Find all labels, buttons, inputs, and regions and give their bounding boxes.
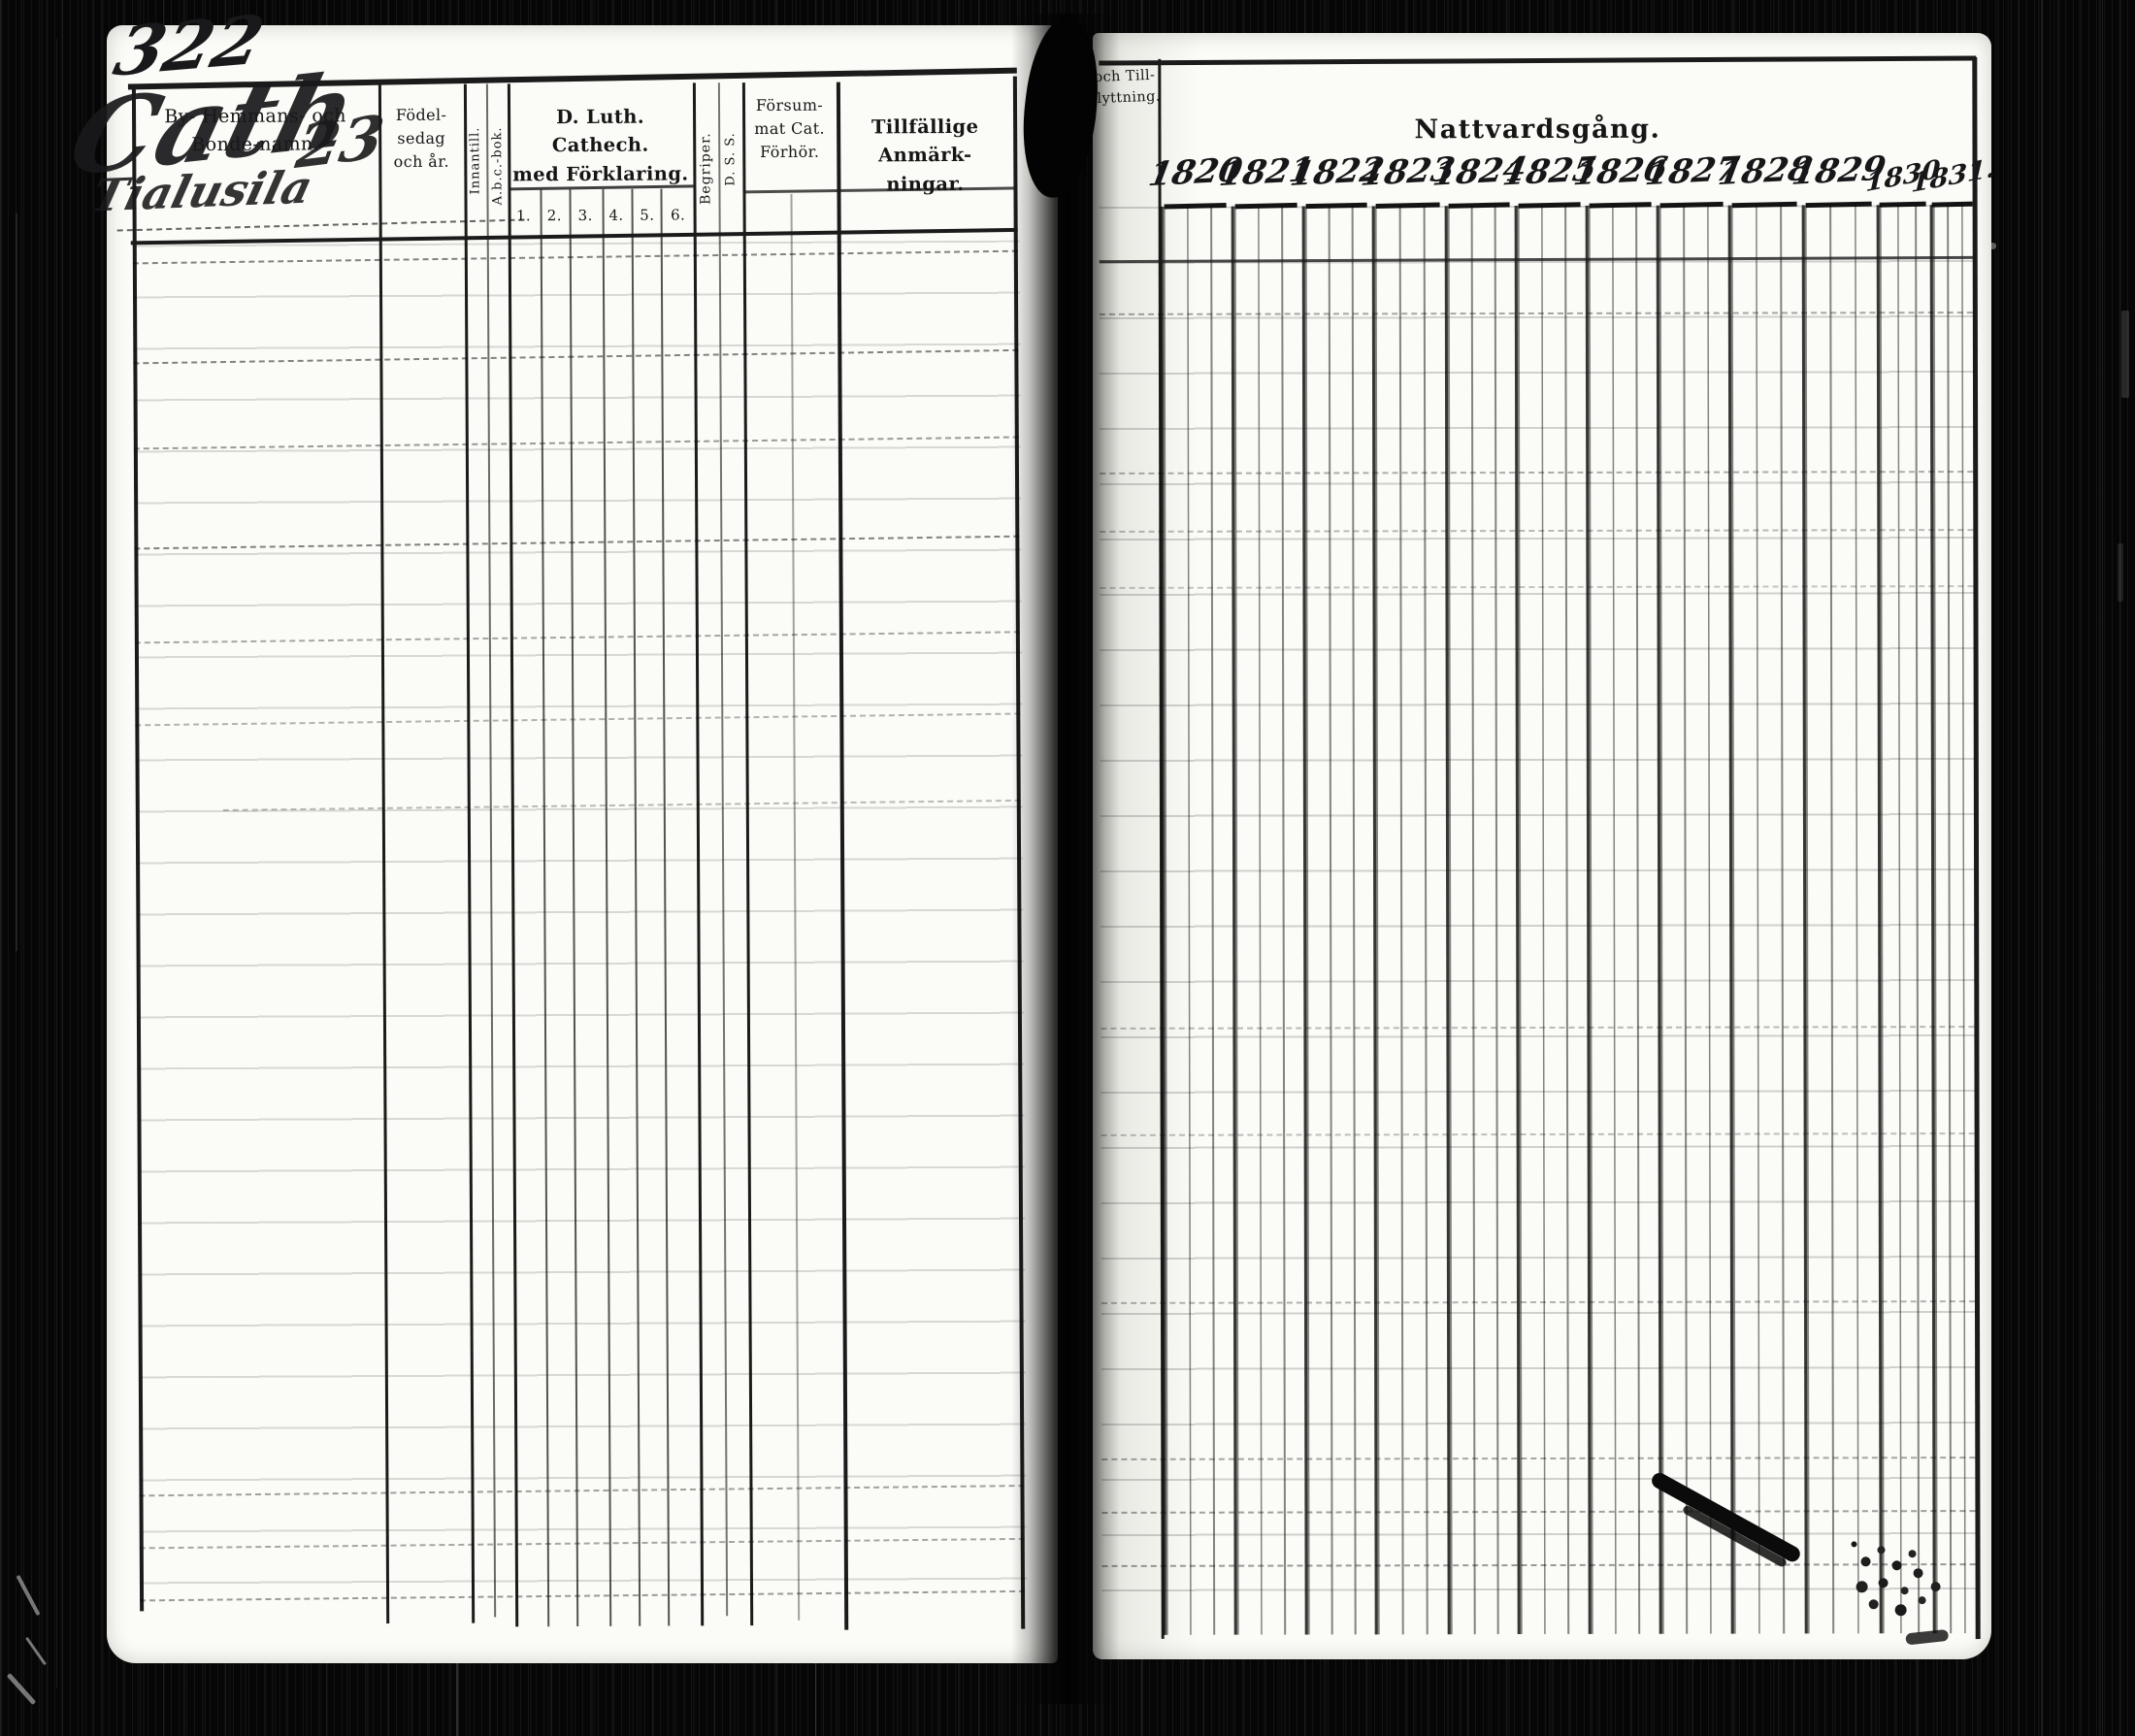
handwritten-underline <box>116 218 525 232</box>
film-scratch <box>2118 543 2123 602</box>
header-missed-exam-column: Försum- mat Cat. Förhör. <box>754 95 826 162</box>
left-table-grid: By- Hemmans- och Bonde-namn. Födel- seda… <box>58 22 1063 1665</box>
film-scratch <box>16 213 17 951</box>
handwritten-village-name: Tialusila <box>86 160 318 222</box>
header-dss-column: D. S. S. <box>723 131 739 186</box>
film-scratch <box>456 1650 458 1736</box>
right-table-grid: och Till- flyttning. Nattvardsgång. 1820… <box>1091 32 1995 1660</box>
film-scratch <box>56 39 57 1688</box>
film-scratch <box>2041 0 2043 1736</box>
header-catechism-column: D. Luth. Cathech. med Förklaring. <box>512 105 689 185</box>
grade-cell: 1. <box>515 207 532 225</box>
catechism-grade-row: 1. 2. 3. 4. 5. 6. <box>508 191 693 239</box>
film-scratch <box>2121 311 2129 398</box>
ink-smudge <box>1851 1541 1857 1548</box>
header-birth-column: Födel- sedag och år. <box>393 105 450 172</box>
grade-cell: 2. <box>546 207 562 225</box>
right-page: och Till- flyttning. Nattvardsgång. 1820… <box>1091 32 1995 1660</box>
row-ruling <box>132 240 1028 1627</box>
header-comprehends-column: Begriper. <box>698 132 714 206</box>
grade-cell: 4. <box>608 206 624 224</box>
table-top-border <box>1099 55 1977 66</box>
year-label: 1827 <box>1642 138 1742 209</box>
header-reading-column: Innantill. <box>468 126 483 195</box>
film-scratch <box>1989 243 1996 249</box>
film-scratch <box>815 1654 816 1736</box>
book-gutter-shadow <box>1011 14 1120 1704</box>
year-label: 1831. <box>1911 137 1995 208</box>
row-ruling <box>1099 205 1978 1635</box>
header-remarks-column: Tillfällige Anmärk- ningar. <box>870 115 979 195</box>
grade-cell: 6. <box>671 206 686 224</box>
grade-cell: 3. <box>577 206 593 225</box>
film-scratch <box>2102 0 2103 1736</box>
left-page: 322 <box>58 0 1058 1663</box>
year-label: 1828 <box>1715 137 1815 209</box>
grade-cell: 5. <box>640 206 655 224</box>
